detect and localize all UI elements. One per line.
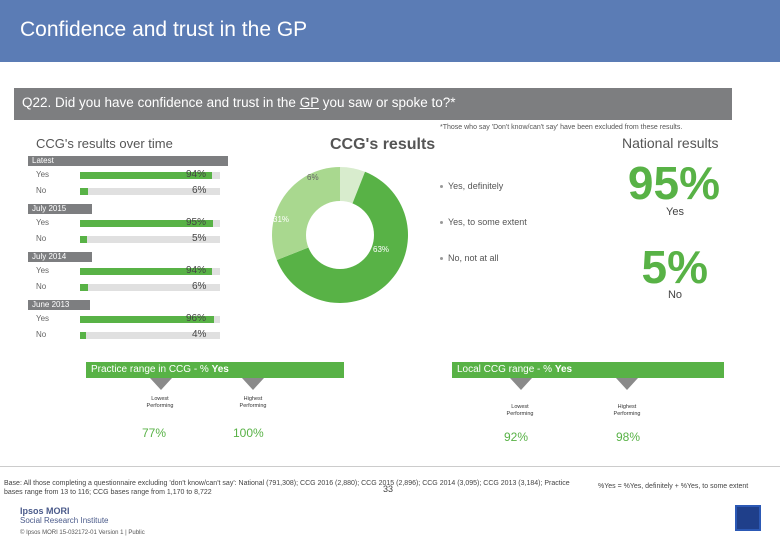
- period-label: July 2014: [28, 252, 92, 262]
- highest-arrow-icon: [242, 378, 264, 390]
- footnote-excluded: *Those who say 'Don't know/can't say' ha…: [440, 124, 683, 131]
- donut-value-label: 63%: [373, 245, 389, 254]
- legend-item-yes-definitely: Yes, definitely: [440, 181, 503, 191]
- question-suffix: you saw or spoke to?*: [318, 95, 456, 110]
- bar-no: [80, 284, 89, 291]
- question-underlined: GP: [299, 95, 319, 110]
- bar-row-label: Yes: [36, 170, 50, 179]
- bar-track: [80, 332, 220, 339]
- bar-row-label: Yes: [36, 218, 50, 227]
- period-label: July 2015: [28, 204, 92, 214]
- ccg-highest-label: Highest Performing: [605, 404, 649, 418]
- question-bar: [14, 88, 732, 120]
- label-line: Performing: [239, 403, 267, 409]
- bar-value-label: 6%: [192, 281, 207, 292]
- bar-yes: [80, 268, 212, 275]
- lowest-arrow-icon: [510, 378, 532, 390]
- bar-yes: [80, 220, 213, 227]
- bar-value-label: 96%: [186, 313, 207, 324]
- bar-row-label: No: [36, 282, 47, 291]
- bar-value-label: 95%: [186, 217, 207, 228]
- national-title: National results: [622, 135, 719, 151]
- bar-yes: [80, 316, 215, 323]
- practice-lowest-value: 77%: [142, 426, 167, 440]
- footer-divider: [0, 466, 780, 467]
- label-line: Lowest: [151, 396, 169, 402]
- bar-row-label: Yes: [36, 314, 50, 323]
- legend-bullet-icon: [440, 185, 443, 189]
- legend-item-no-not-at-all: No, not at all: [440, 253, 499, 263]
- national-no-pct: 5%: [641, 241, 708, 293]
- ccg-range-title-bold: Yes: [554, 364, 573, 375]
- period-label: Latest: [28, 156, 228, 166]
- page-title: Confidence and trust in the GP: [20, 18, 308, 41]
- donut-chart: 6% 31% 63%: [272, 167, 408, 303]
- bar-track: [80, 188, 220, 195]
- question-prefix: Q22. Did you have confidence and trust i…: [22, 95, 300, 110]
- lowest-arrow-icon: [150, 378, 172, 390]
- results-over-time-chart: Latest Yes 94% No 6% July 2015 Yes 95% No 5% July …: [28, 156, 228, 346]
- national-no-label: No: [667, 289, 682, 301]
- ccg-highest-value: 98%: [616, 430, 641, 444]
- page-number: 33: [383, 484, 394, 494]
- label-line: Performing: [146, 403, 174, 409]
- yes-formula-note: %Yes = %Yes, definitely + %Yes, to some …: [598, 483, 749, 490]
- legend-item-yes-some-extent: Yes, to some extent: [440, 217, 527, 227]
- bar-track: [80, 236, 220, 243]
- practice-highest-label: Highest Performing: [231, 396, 275, 410]
- bar-value-label: 5%: [192, 233, 207, 244]
- bar-no: [80, 332, 86, 339]
- legend-label: No, not at all: [448, 253, 499, 263]
- legend-bullet-icon: [440, 221, 443, 225]
- bar-value-label: 94%: [186, 265, 207, 276]
- ipsos-logo-icon: [735, 505, 761, 531]
- logo-line2: Social Research Institute: [20, 516, 109, 525]
- label-line: Highest: [617, 404, 637, 410]
- highest-arrow-icon: [616, 378, 638, 390]
- legend-bullet-icon: [440, 257, 443, 261]
- ccg-range-title: Local CCG range - %: [457, 364, 555, 375]
- bar-value-label: 6%: [192, 185, 207, 196]
- ccg-range-arrows: [510, 378, 638, 390]
- donut-value-label: 31%: [273, 215, 289, 224]
- period-label: June 2013: [28, 300, 90, 310]
- bar-row-label: No: [36, 186, 47, 195]
- bar-track: [80, 284, 220, 291]
- bar-no: [80, 236, 87, 243]
- bar-row-label: Yes: [36, 266, 50, 275]
- question-text: Q22. Did you have confidence and trust i…: [22, 95, 456, 110]
- practice-lowest-label: Lowest Performing: [138, 396, 182, 410]
- practice-range-title: Practice range in CCG - %: [91, 364, 212, 375]
- copyright: © Ipsos MORI 15-032172-01 Version 1 | Pu…: [20, 530, 145, 536]
- label-line: Performing: [613, 411, 641, 417]
- label-line: Highest: [243, 396, 263, 402]
- bar-no: [80, 188, 89, 195]
- logo-line1: Ipsos MORI: [20, 506, 70, 516]
- donut-hole: [306, 201, 374, 269]
- bar-value-label: 4%: [192, 329, 207, 340]
- national-yes-label: Yes: [666, 206, 684, 218]
- ccg-lowest-label: Lowest Performing: [498, 404, 542, 418]
- legend-label: Yes, to some extent: [448, 217, 527, 227]
- national-yes-pct: 95%: [627, 157, 720, 209]
- header-banner: [0, 0, 780, 62]
- label-line: Lowest: [511, 404, 529, 410]
- ccg-lowest-value: 92%: [504, 430, 529, 444]
- bar-value-label: 94%: [186, 169, 207, 180]
- ccg-range-band: Local CCG range - % Yes: [452, 362, 724, 378]
- practice-highest-value: 100%: [233, 426, 264, 440]
- bar-yes: [80, 172, 212, 179]
- legend-label: Yes, definitely: [448, 181, 504, 191]
- donut-title: CCG's results: [330, 136, 436, 153]
- practice-range-arrows: [150, 378, 264, 390]
- label-line: Performing: [506, 411, 534, 417]
- practice-range-title-bold: Yes: [211, 364, 229, 375]
- bar-row-label: No: [36, 234, 47, 243]
- base-note: Base: All those completing a questionnai…: [4, 480, 570, 496]
- bar-row-label: No: [36, 330, 47, 339]
- practice-range-band: Practice range in CCG - % Yes: [86, 362, 344, 378]
- donut-value-label: 6%: [307, 173, 319, 182]
- left-chart-title: CCG's results over time: [36, 136, 173, 151]
